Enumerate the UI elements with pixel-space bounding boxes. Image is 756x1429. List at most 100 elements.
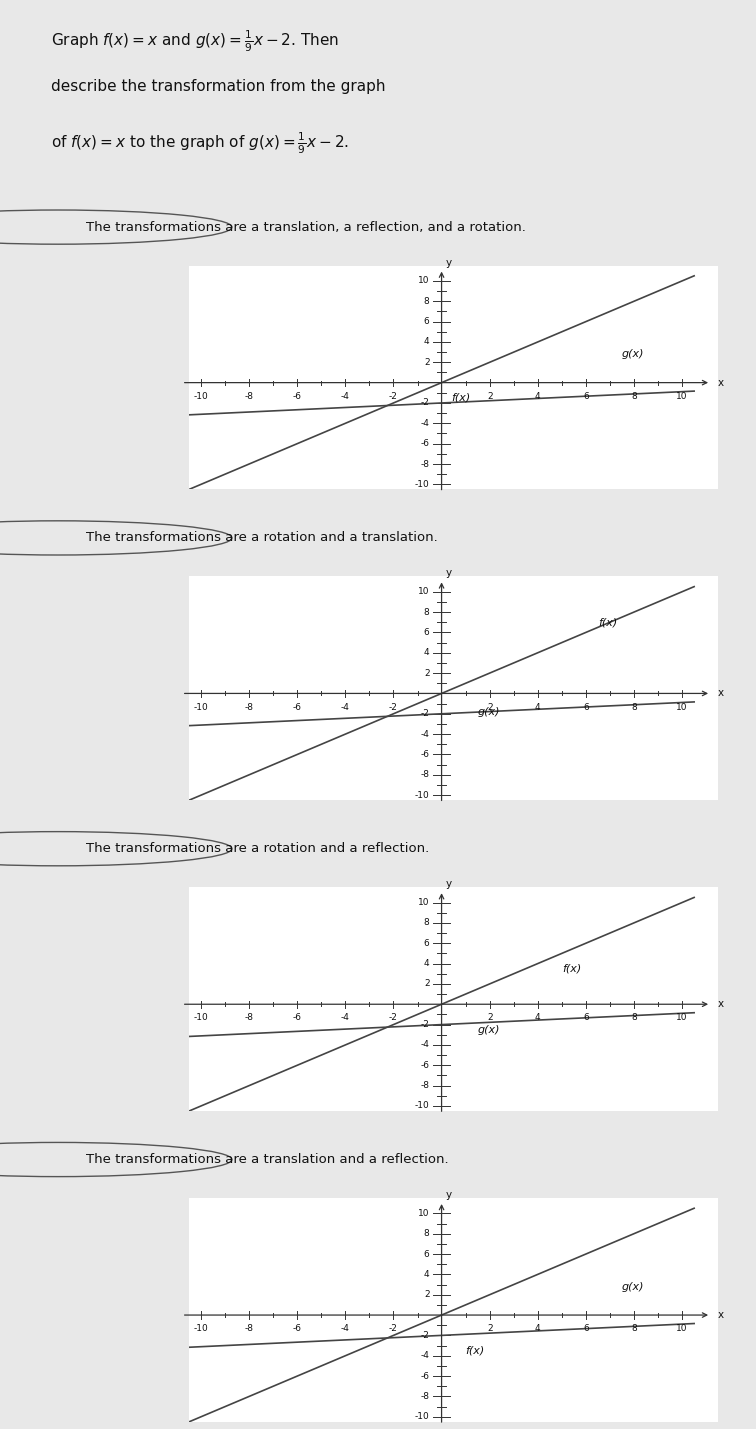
Text: 6: 6 <box>424 939 429 947</box>
Text: The transformations are a rotation and a reflection.: The transformations are a rotation and a… <box>86 842 429 855</box>
Text: g(x): g(x) <box>478 707 500 717</box>
Text: 2: 2 <box>487 703 492 712</box>
Text: 2: 2 <box>487 1325 492 1333</box>
Text: -10: -10 <box>194 1013 209 1022</box>
Text: The transformations are a rotation and a translation.: The transformations are a rotation and a… <box>86 532 438 544</box>
Text: -2: -2 <box>420 399 429 407</box>
Text: 6: 6 <box>424 627 429 637</box>
Text: -10: -10 <box>194 703 209 712</box>
Text: x: x <box>718 1310 724 1320</box>
Text: -8: -8 <box>245 1325 253 1333</box>
Text: Graph $f(x) = x$ and $g(x) = \frac{1}{9}x - 2$. Then: Graph $f(x) = x$ and $g(x) = \frac{1}{9}… <box>51 29 339 53</box>
Text: g(x): g(x) <box>478 1025 500 1035</box>
Text: -4: -4 <box>420 730 429 739</box>
Text: -4: -4 <box>341 1325 350 1333</box>
Text: 10: 10 <box>677 703 688 712</box>
Text: 10: 10 <box>418 1209 429 1218</box>
Text: 8: 8 <box>424 919 429 927</box>
Text: 4: 4 <box>424 649 429 657</box>
Text: 8: 8 <box>424 297 429 306</box>
Text: 10: 10 <box>418 276 429 286</box>
Text: -2: -2 <box>389 1013 398 1022</box>
Text: -10: -10 <box>194 1325 209 1333</box>
Text: -6: -6 <box>420 1372 429 1380</box>
Text: -10: -10 <box>415 790 429 800</box>
Text: 8: 8 <box>424 1229 429 1238</box>
Text: x: x <box>718 999 724 1009</box>
Text: 4: 4 <box>535 392 541 400</box>
Text: 6: 6 <box>583 703 589 712</box>
Text: The transformations are a translation, a reflection, and a rotation.: The transformations are a translation, a… <box>86 220 525 233</box>
Text: g(x): g(x) <box>622 349 644 359</box>
Text: of $f(x) = x$ to the graph of $g(x) = \frac{1}{9}x - 2$.: of $f(x) = x$ to the graph of $g(x) = \f… <box>51 131 349 156</box>
Text: -10: -10 <box>194 392 209 400</box>
Text: g(x): g(x) <box>622 1282 644 1292</box>
Text: -6: -6 <box>420 1060 429 1070</box>
Text: -2: -2 <box>420 1330 429 1340</box>
Text: f(x): f(x) <box>562 963 581 973</box>
Text: -2: -2 <box>420 1020 429 1029</box>
Text: f(x): f(x) <box>598 617 617 627</box>
Text: 2: 2 <box>487 1013 492 1022</box>
Text: 8: 8 <box>631 1325 637 1333</box>
Text: -6: -6 <box>293 392 302 400</box>
Text: 6: 6 <box>583 1325 589 1333</box>
Text: y: y <box>446 879 452 889</box>
Text: -6: -6 <box>420 750 429 759</box>
Text: -10: -10 <box>415 1102 429 1110</box>
Text: 8: 8 <box>631 392 637 400</box>
Text: 4: 4 <box>424 959 429 967</box>
Text: 6: 6 <box>583 1013 589 1022</box>
Text: x: x <box>718 689 724 699</box>
Text: -8: -8 <box>245 703 253 712</box>
Text: -2: -2 <box>389 703 398 712</box>
Text: 4: 4 <box>535 1013 541 1022</box>
Text: f(x): f(x) <box>466 1346 485 1356</box>
Text: 4: 4 <box>535 1325 541 1333</box>
Text: -10: -10 <box>415 480 429 489</box>
Text: -4: -4 <box>341 703 350 712</box>
Text: -4: -4 <box>420 1352 429 1360</box>
Text: -4: -4 <box>341 1013 350 1022</box>
Text: -4: -4 <box>420 419 429 427</box>
Text: -2: -2 <box>389 1325 398 1333</box>
Text: 10: 10 <box>418 897 429 907</box>
Text: -8: -8 <box>420 460 429 469</box>
Text: 4: 4 <box>535 703 541 712</box>
Text: y: y <box>446 1190 452 1200</box>
Text: -8: -8 <box>245 1013 253 1022</box>
Text: 4: 4 <box>424 1270 429 1279</box>
Text: x: x <box>718 377 724 387</box>
Text: -2: -2 <box>389 392 398 400</box>
Text: 8: 8 <box>424 607 429 616</box>
Text: The transformations are a translation and a reflection.: The transformations are a translation an… <box>86 1153 448 1166</box>
Text: 4: 4 <box>424 337 429 346</box>
Text: -4: -4 <box>420 1040 429 1049</box>
Text: -8: -8 <box>420 770 429 779</box>
Text: 10: 10 <box>418 587 429 596</box>
Text: 10: 10 <box>677 1325 688 1333</box>
Text: 10: 10 <box>677 1013 688 1022</box>
Text: 6: 6 <box>424 1249 429 1259</box>
Text: -10: -10 <box>415 1412 429 1422</box>
Text: y: y <box>446 569 452 579</box>
Text: -2: -2 <box>420 709 429 719</box>
Text: 2: 2 <box>487 392 492 400</box>
Text: 2: 2 <box>424 979 429 989</box>
Text: 6: 6 <box>424 317 429 326</box>
Text: -8: -8 <box>420 1082 429 1090</box>
Text: -6: -6 <box>293 703 302 712</box>
Text: describe the transformation from the graph: describe the transformation from the gra… <box>51 80 386 94</box>
Text: -6: -6 <box>420 439 429 449</box>
Text: 6: 6 <box>583 392 589 400</box>
Text: -6: -6 <box>293 1013 302 1022</box>
Text: -4: -4 <box>341 392 350 400</box>
Text: 2: 2 <box>424 357 429 367</box>
Text: 2: 2 <box>424 1290 429 1299</box>
Text: y: y <box>446 257 452 267</box>
Text: -8: -8 <box>245 392 253 400</box>
Text: -8: -8 <box>420 1392 429 1400</box>
Text: 10: 10 <box>677 392 688 400</box>
Text: 8: 8 <box>631 1013 637 1022</box>
Text: -6: -6 <box>293 1325 302 1333</box>
